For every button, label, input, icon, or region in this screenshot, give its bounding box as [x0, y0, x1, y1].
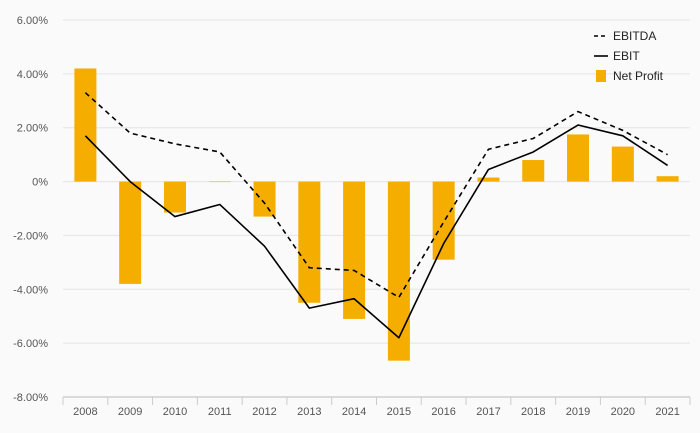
- net-profit-bar: [387, 181, 410, 361]
- net-profit-bar: [343, 181, 366, 319]
- x-tick-label: 2018: [521, 406, 545, 418]
- x-tick-label: 2021: [655, 406, 679, 418]
- x-tick-label: 2016: [431, 406, 455, 418]
- grid-lines: [63, 19, 690, 398]
- net-profit-bar: [611, 146, 634, 182]
- legend-label: EBIT: [613, 49, 640, 63]
- axes: 6.00% 4.00% 2.00% 0% -2.00% -4.00% -6.00% -8.00…: [13, 15, 691, 418]
- net-profit-bar: [656, 176, 679, 182]
- net-profit-bar: [253, 181, 276, 217]
- x-tick-label: 2013: [297, 406, 321, 418]
- x-tick-label: 2008: [73, 406, 97, 418]
- net-profit-bar: [298, 181, 321, 303]
- bar-series: [74, 68, 679, 361]
- legend: EBITDA EBIT Net Profit: [594, 29, 664, 83]
- legend-label: Net Profit: [613, 69, 664, 83]
- legend-label: EBITDA: [613, 29, 656, 43]
- x-tick-label: 2011: [208, 406, 232, 418]
- net-profit-bar: [477, 177, 500, 182]
- net-profit-bar: [163, 181, 186, 213]
- net-profit-bar: [567, 134, 590, 182]
- x-tick-label: 2009: [118, 406, 142, 418]
- y-tick-label: -2.00%: [13, 230, 48, 242]
- ebit-line: [84, 124, 669, 339]
- x-tick-label: 2020: [611, 406, 635, 418]
- x-tick-label: 2014: [342, 406, 366, 418]
- y-tick-label: -8.00%: [13, 392, 48, 404]
- y-tick-label: -6.00%: [13, 338, 48, 350]
- net-profit-bar: [522, 160, 545, 182]
- y-tick-label: 4.00%: [17, 69, 48, 81]
- x-tick-label: 2012: [252, 406, 276, 418]
- net-profit-bar: [119, 181, 142, 284]
- net-profit-bar: [432, 181, 455, 260]
- x-tick-label: 2010: [163, 406, 187, 418]
- line-series: [84, 92, 669, 339]
- net-profit-bar: [74, 68, 97, 182]
- x-tick-label: 2015: [387, 406, 411, 418]
- y-tick-label: 0%: [32, 177, 48, 189]
- ebitda-line: [84, 92, 668, 299]
- y-tick-label: 6.00%: [17, 15, 48, 27]
- x-tick-label: 2019: [566, 406, 590, 418]
- x-tick-label: 2017: [476, 406, 500, 418]
- net-profit-bar: [208, 181, 231, 183]
- y-tick-label: -4.00%: [13, 284, 48, 296]
- y-tick-label: 2.00%: [17, 123, 48, 135]
- legend-swatch-net-profit: [596, 70, 606, 82]
